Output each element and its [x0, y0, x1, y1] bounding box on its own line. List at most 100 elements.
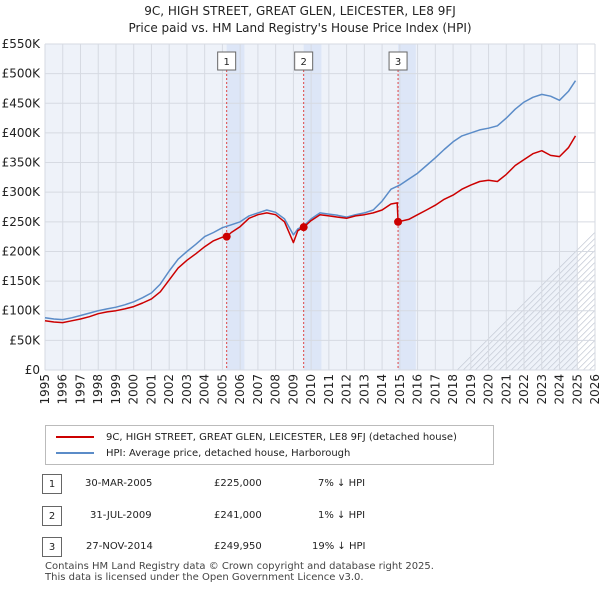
x-tick-label: 2019	[464, 374, 478, 405]
sale-label-box	[217, 51, 237, 71]
sale-date: 30-MAR-2005	[85, 478, 153, 489]
x-tick-label: 2016	[411, 374, 425, 405]
x-tick-label: 2022	[517, 374, 531, 405]
x-tick-label: 2013	[357, 374, 371, 405]
x-tick-label: 2020	[482, 374, 496, 405]
chart-title: 9C, HIGH STREET, GREAT GLEN, LEICESTER, …	[144, 4, 456, 18]
sale-hpi-diff: 7% ↓ HPI	[318, 478, 366, 489]
sale-number-badge: 1	[42, 474, 62, 494]
sale-label-box	[294, 51, 314, 71]
x-tick-label: 2011	[322, 374, 336, 405]
legend-swatch-property	[56, 436, 94, 438]
y-tick-label: £300K	[2, 185, 42, 199]
future-hatch-line	[498, 273, 595, 370]
sale-hpi-diff: 19% ↓ HPI	[312, 541, 366, 552]
legend-label-hpi: HPI: Average price, detached house, Harb…	[106, 447, 351, 459]
x-tick-label: 2012	[340, 374, 354, 405]
future-hatch-line	[456, 231, 595, 370]
sale-point	[299, 223, 308, 232]
sale-row-1: 1 30-MAR-2005 £225,000 7% ↓ HPI	[0, 474, 600, 496]
chart-subtitle: Price paid vs. HM Land Registry's House …	[128, 21, 471, 35]
sale-price: £225,000	[214, 478, 262, 489]
x-tick-label: 1995	[38, 374, 52, 405]
sale-date: 27-NOV-2014	[86, 541, 153, 552]
series-line-hpi	[44, 80, 577, 321]
future-hatch-line	[462, 237, 595, 370]
plot-area: 1 2 3	[44, 43, 596, 371]
sale-row-2: 2 31-JUL-2009 £241,000 1% ↓ HPI	[0, 506, 600, 528]
x-tick-label: 1997	[73, 374, 87, 405]
x-tick-label: 2010	[304, 374, 318, 405]
footer-line-1: Contains HM Land Registry data © Crown c…	[45, 561, 434, 572]
future-hatch-line	[594, 369, 595, 370]
x-tick-label: 2024	[553, 374, 567, 405]
sale-label-number: 2	[300, 57, 306, 68]
sale-label-box	[388, 51, 408, 71]
y-tick-label: £400K	[2, 126, 42, 140]
x-tick-label: 2007	[251, 374, 265, 405]
sale-number-badge: 2	[42, 506, 62, 526]
y-tick-label: £50K	[9, 333, 41, 347]
y-axis: £0 £50K £100K £150K £200K £250K £300K £350K £400…	[2, 37, 42, 377]
y-tick-label: £550K	[2, 37, 42, 51]
future-hatch-line	[516, 291, 595, 370]
x-tick-label: 1998	[91, 374, 105, 405]
x-tick-label: 2014	[375, 374, 389, 405]
x-tick-label: 2000	[127, 374, 141, 405]
y-tick-label: £500K	[2, 67, 42, 81]
sale-row-3: 3 27-NOV-2014 £249,950 19% ↓ HPI	[0, 537, 600, 559]
x-tick-label: 2018	[446, 374, 460, 405]
x-tick-label: 2026	[588, 374, 600, 405]
x-tick-label: 2021	[499, 374, 513, 405]
sale-label-number: 3	[395, 57, 401, 68]
y-tick-label: £250K	[2, 215, 42, 229]
series-line-property	[44, 135, 577, 324]
x-tick-label: 2023	[535, 374, 549, 405]
sale-label-number: 1	[223, 57, 229, 68]
footer-attribution: Contains HM Land Registry data © Crown c…	[45, 561, 434, 583]
sale-point	[394, 217, 403, 226]
legend-item-hpi: HPI: Average price, detached house, Harb…	[56, 445, 350, 461]
legend: 9C, HIGH STREET, GREAT GLEN, LEICESTER, …	[45, 425, 494, 465]
x-axis: 1995 1996 1997 1998 1999 2000 2001 2002 2003 2004…	[38, 374, 600, 405]
future-hatch-line	[480, 255, 595, 370]
y-tick-label: £100K	[2, 304, 42, 318]
sale-band	[303, 44, 322, 370]
legend-item-property: 9C, HIGH STREET, GREAT GLEN, LEICESTER, …	[56, 429, 457, 445]
future-hatch-line	[510, 285, 595, 370]
sale-date: 31-JUL-2009	[90, 510, 152, 521]
x-tick-label: 2025	[570, 374, 584, 405]
x-tick-label: 2001	[144, 374, 158, 405]
sale-hpi-diff: 1% ↓ HPI	[318, 510, 366, 521]
future-hatch-line	[492, 267, 595, 370]
y-tick-label: £0	[25, 363, 40, 377]
x-tick-label: 2003	[180, 374, 194, 405]
y-tick-label: £450K	[2, 96, 42, 110]
sale-price: £249,950	[214, 541, 262, 552]
y-tick-label: £350K	[2, 156, 42, 170]
x-tick-label: 2005	[215, 374, 229, 405]
future-hatch-line	[474, 249, 595, 370]
y-tick-label: £150K	[2, 274, 42, 288]
x-tick-label: 2015	[393, 374, 407, 405]
x-tick-label: 2006	[233, 374, 247, 405]
footer-line-2: This data is licensed under the Open Gov…	[45, 572, 364, 583]
legend-label-property: 9C, HIGH STREET, GREAT GLEN, LEICESTER, …	[106, 431, 457, 443]
sale-number-badge: 3	[42, 537, 62, 557]
y-tick-label: £200K	[2, 244, 42, 258]
x-tick-label: 2008	[269, 374, 283, 405]
x-tick-label: 2004	[198, 374, 212, 405]
legend-swatch-hpi	[56, 452, 94, 454]
sale-band	[226, 44, 245, 370]
future-hatch-line	[534, 309, 595, 370]
future-region	[577, 44, 595, 370]
x-tick-label: 2002	[162, 374, 176, 405]
sale-price: £241,000	[214, 510, 262, 521]
x-tick-label: 2009	[286, 374, 300, 405]
x-tick-label: 1996	[56, 374, 70, 405]
x-tick-label: 1999	[109, 374, 123, 405]
sale-point	[222, 232, 231, 241]
x-tick-label: 2017	[428, 374, 442, 405]
sale-band	[398, 44, 416, 370]
price-chart: 9C, HIGH STREET, GREAT GLEN, LEICESTER, …	[2, 4, 600, 405]
